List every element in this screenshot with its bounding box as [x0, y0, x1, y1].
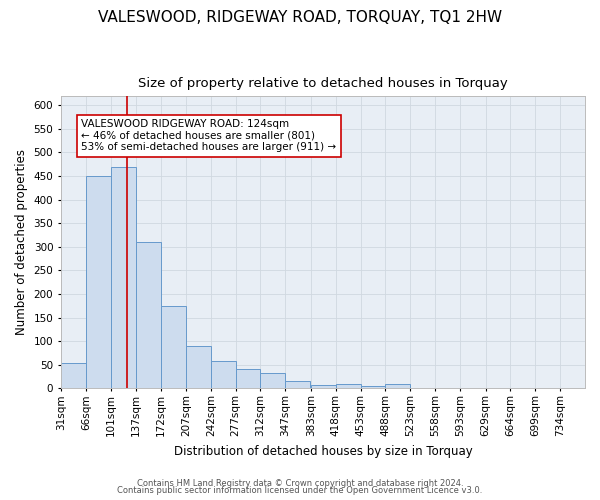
Bar — [361, 386, 385, 388]
Title: Size of property relative to detached houses in Torquay: Size of property relative to detached ho… — [138, 78, 508, 90]
Text: Contains HM Land Registry data © Crown copyright and database right 2024.: Contains HM Land Registry data © Crown c… — [137, 478, 463, 488]
Bar — [260, 374, 286, 388]
Bar — [136, 242, 161, 388]
Bar — [86, 176, 110, 388]
Bar — [161, 306, 186, 388]
Bar — [110, 166, 136, 388]
Bar — [336, 384, 361, 388]
Bar — [186, 346, 211, 389]
Bar — [211, 361, 236, 388]
Bar — [236, 368, 260, 388]
Text: Contains public sector information licensed under the Open Government Licence v3: Contains public sector information licen… — [118, 486, 482, 495]
Bar — [61, 362, 86, 388]
Bar — [311, 385, 336, 388]
Y-axis label: Number of detached properties: Number of detached properties — [15, 149, 28, 335]
Text: VALESWOOD RIDGEWAY ROAD: 124sqm
← 46% of detached houses are smaller (801)
53% o: VALESWOOD RIDGEWAY ROAD: 124sqm ← 46% of… — [82, 119, 337, 152]
Text: VALESWOOD, RIDGEWAY ROAD, TORQUAY, TQ1 2HW: VALESWOOD, RIDGEWAY ROAD, TORQUAY, TQ1 2… — [98, 10, 502, 25]
Bar — [286, 382, 310, 388]
Bar — [385, 384, 410, 388]
X-axis label: Distribution of detached houses by size in Torquay: Distribution of detached houses by size … — [173, 444, 472, 458]
